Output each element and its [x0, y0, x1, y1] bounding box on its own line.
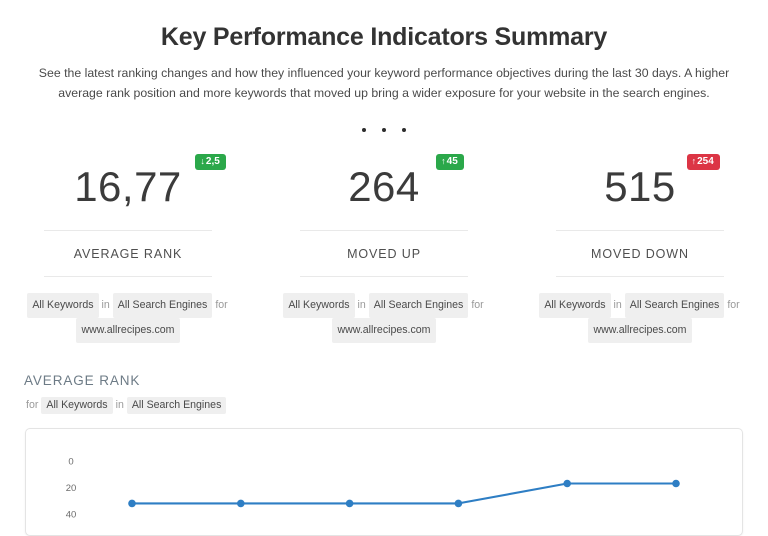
filter-chip-site[interactable]: www.allrecipes.com — [588, 317, 692, 344]
arrow-up-icon: ↑ — [441, 155, 446, 166]
kpi-delta-value: 2,5 — [205, 155, 220, 167]
y-axis-tick-label: 20 — [66, 483, 77, 494]
filter-connector-in: in — [357, 298, 366, 311]
kpi-delta-badge: ↑45 — [436, 153, 464, 171]
page-title: Key Performance Indicators Summary — [160, 23, 608, 51]
filter-connector-for: for — [727, 298, 740, 311]
filter-chip-search-engines[interactable]: All Search Engines — [126, 397, 227, 415]
kpi-value-line: 264 ↑45 — [348, 153, 464, 210]
filter-connector-for: for — [471, 298, 484, 311]
kpi-delta-value: 45 — [446, 155, 458, 167]
filter-chip-site[interactable]: www.allrecipes.com — [76, 317, 180, 344]
chart-data-point[interactable] — [128, 499, 136, 508]
filter-chip-site[interactable]: www.allrecipes.com — [332, 317, 436, 344]
kpi-value-line: 16,77 ↓2,5 — [74, 153, 226, 210]
kpi-value-line: 515 ↑254 — [604, 153, 720, 210]
arrow-down-icon: ↓ — [200, 155, 205, 166]
y-axis-ticks: 0 20 40 — [66, 457, 77, 521]
filter-site-line: www.allrecipes.com — [522, 317, 758, 344]
kpi-label: MOVED UP — [347, 246, 421, 261]
kpi-label-wrap: AVERAGE RANK — [44, 229, 212, 277]
divider-dot — [382, 127, 386, 132]
filter-site-line: www.allrecipes.com — [266, 317, 502, 344]
filter-chip-search-engines[interactable]: All Search Engines — [624, 292, 725, 318]
filter-chip-keywords[interactable]: All Keywords — [27, 292, 99, 318]
filter-chip-keywords[interactable]: All Keywords — [283, 292, 355, 318]
average-rank-line-chart[interactable]: 0 20 40 — [26, 429, 743, 536]
y-axis-tick-label: 0 — [68, 457, 73, 468]
kpi-value: 515 — [604, 162, 676, 210]
kpi-label-wrap: MOVED DOWN — [556, 229, 724, 277]
y-axis-tick-label: 40 — [66, 510, 77, 521]
kpi-delta-badge: ↓2,5 — [195, 153, 226, 171]
divider-dot — [362, 127, 366, 132]
chart-markers — [128, 479, 680, 508]
chart-line — [130, 482, 678, 505]
chart-data-point[interactable] — [454, 499, 463, 508]
kpi-row: 16,77 ↓2,5 AVERAGE RANK All Keywords in Al… — [0, 153, 768, 344]
filter-connector-in: in — [101, 298, 110, 311]
chart-data-point[interactable] — [672, 479, 680, 488]
dot-divider — [0, 127, 768, 132]
page-description: See the latest ranking changes and how t… — [38, 66, 730, 100]
kpi-filters: All Keywords in All Search Engines for www.… — [10, 292, 246, 344]
kpi-card-average-rank: 16,77 ↓2,5 AVERAGE RANK All Keywords in Al… — [0, 153, 256, 344]
chart-data-point[interactable] — [563, 479, 571, 488]
filter-chip-search-engines[interactable]: All Search Engines — [112, 292, 213, 318]
filter-connector-for: for — [215, 298, 228, 311]
kpi-value: 264 — [348, 162, 420, 210]
kpi-card-moved-down: 515 ↑254 MOVED DOWN All Keywords in All Se… — [512, 153, 768, 344]
chart-data-point[interactable] — [345, 499, 354, 508]
kpi-filters: All Keywords in All Search Engines for www.… — [266, 292, 502, 344]
kpi-value: 16,77 — [74, 162, 182, 210]
kpi-label: AVERAGE RANK — [73, 246, 183, 261]
kpi-delta-value: 254 — [697, 155, 714, 167]
average-rank-section: AVERAGE RANK for All Keywords in All Search… — [0, 373, 768, 536]
filter-connector-in: in — [613, 298, 622, 311]
kpi-label: MOVED DOWN — [591, 246, 689, 261]
kpi-card-moved-up: 264 ↑45 MOVED UP All Keywords in All Searc… — [256, 153, 512, 344]
chart-data-point[interactable] — [237, 499, 245, 508]
filter-chip-keywords[interactable]: All Keywords — [539, 292, 611, 318]
average-rank-chart-card: 0 20 40 — [25, 428, 743, 536]
filter-chip-search-engines[interactable]: All Search Engines — [368, 292, 469, 318]
filter-chip-keywords[interactable]: All Keywords — [41, 397, 113, 415]
section-filters: for All Keywords in All Search Engines — [24, 397, 768, 415]
filter-connector-in: in — [115, 399, 124, 412]
kpi-delta-badge: ↑254 — [686, 153, 720, 171]
filter-site-line: www.allrecipes.com — [10, 317, 246, 344]
section-title: AVERAGE RANK — [24, 373, 141, 389]
divider-dot — [402, 127, 406, 132]
arrow-up-icon: ↑ — [691, 155, 697, 166]
filter-connector-for: for — [26, 399, 39, 412]
kpi-label-wrap: MOVED UP — [300, 229, 468, 277]
kpi-filters: All Keywords in All Search Engines for www.… — [522, 292, 758, 344]
